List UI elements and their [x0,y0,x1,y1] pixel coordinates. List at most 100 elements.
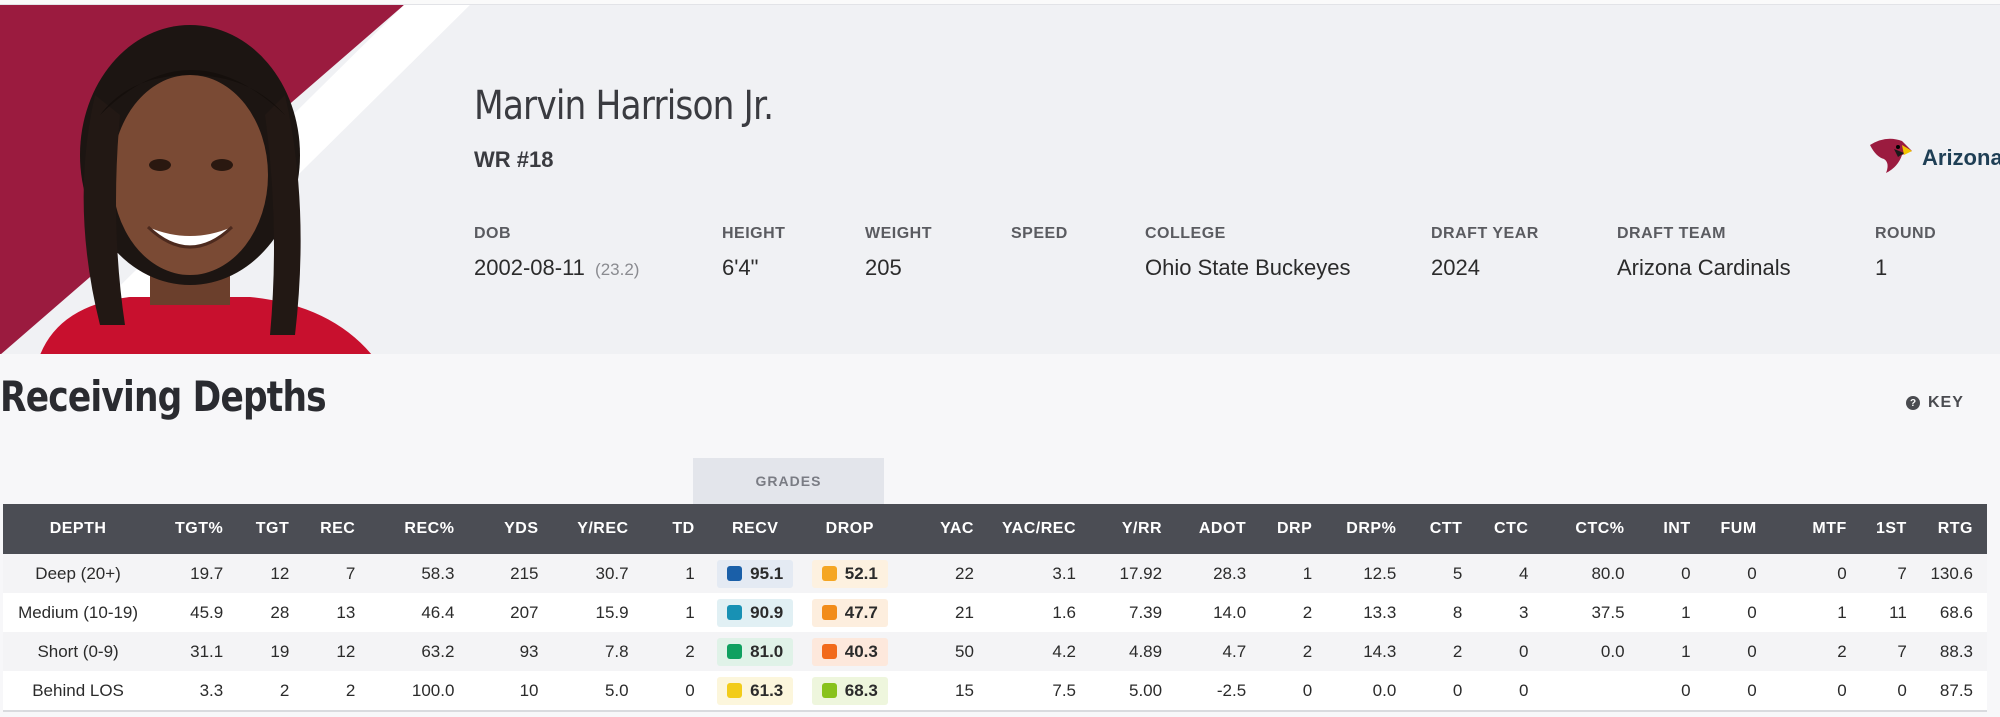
grade-color-swatch [821,644,837,659]
column-header[interactable]: 1ST [1875,520,1907,537]
cell-rec-pct: 46.4 [421,602,455,622]
cell-rec-pct: 100.0 [411,680,455,700]
column-header[interactable]: CTC [1494,520,1529,537]
cell-tgt: 12 [270,563,290,583]
cell-td: 1 [685,602,695,622]
recv-grade-badge: 90.9 [717,598,794,627]
cell-yds: 93 [519,641,539,661]
cell-yac: 15 [955,680,974,700]
cell-y-rr: 7.39 [1129,602,1163,622]
player-name: Marvin Harrison Jr. [474,83,774,129]
cell-int: 1 [1681,641,1691,661]
recv-grade-cell: 61.3 [709,671,802,710]
drop-grade-cell: 68.3 [802,671,898,710]
grade-color-swatch [727,566,743,581]
cell-y-rec: 5.0 [604,680,629,700]
bio-draft-year: DRAFT YEAR 2024 [1431,225,1539,281]
table-row: Deep (20+) 19.7 12 7 58.3 215 30.7 1 95.1 52.1 22 3… [3,554,1987,593]
cell-ctt: 5 [1452,563,1463,583]
column-header[interactable]: YAC [940,520,974,537]
column-header[interactable]: TGT [255,520,290,537]
column-header[interactable]: Y/REC [577,520,629,537]
cell-adot: -2.5 [1216,680,1247,700]
bio-label: WEIGHT [865,225,932,242]
grade-color-swatch [727,605,743,620]
table-bottom-border [3,710,1987,712]
grade-value: 47.7 [844,602,878,622]
cell-drp-pct: 0.0 [1372,680,1397,700]
grade-value: 40.3 [844,641,878,661]
bio-value: 1 [1875,255,1888,280]
bio-value: Arizona Cardinals [1617,255,1791,280]
key-button[interactable]: ? KEY [1906,394,1964,412]
cell-ctc: 3 [1518,602,1529,622]
cell-td: 0 [685,680,695,700]
cell-yac-rec: 4.2 [1052,641,1077,661]
column-header[interactable]: INT [1663,520,1691,537]
column-header[interactable]: ADOT [1198,520,1247,537]
drop-grade-cell: 47.7 [802,593,898,632]
column-header[interactable]: MTF [1812,520,1847,537]
column-header[interactable]: CTT [1429,520,1463,537]
cell-rec-pct: 63.2 [421,641,455,661]
cell-drp: 1 [1302,563,1313,583]
column-header[interactable]: CTC% [1575,520,1625,537]
cell-drp-pct: 13.3 [1363,602,1397,622]
cell-depth: Medium (10-19) [18,602,139,622]
column-header[interactable]: DRP% [1346,520,1397,537]
team-link[interactable]: Arizona [1868,135,2000,180]
bio-round: ROUND 1 [1875,225,1936,281]
cell-y-rr: 17.92 [1119,563,1163,583]
column-header[interactable]: DEPTH [49,520,107,537]
bio-draft-team: DRAFT TEAM Arizona Cardinals [1617,225,1791,281]
column-header[interactable]: TGT% [175,520,224,537]
drop-grade-badge: 40.3 [811,637,888,666]
column-header[interactable]: REC [320,520,356,537]
cell-drp-pct: 12.5 [1363,563,1397,583]
dob-value: 2002-08-11 [474,255,585,280]
receiving-depths-table: DEPTH TGT% TGT REC REC% YDS Y/REC TD RECV DROP YAC… [3,504,1987,710]
column-header[interactable]: RTG [1937,520,1973,537]
bio-value: Ohio State Buckeyes [1145,255,1351,280]
cell-mtf: 0 [1837,680,1847,700]
cell-yac: 21 [955,602,974,622]
cell-first: 7 [1897,641,1907,661]
cell-y-rr: 4.89 [1129,641,1163,661]
column-header[interactable]: REC% [404,520,455,537]
cell-y-rec: 30.7 [595,563,629,583]
column-header[interactable]: Y/RR [1121,520,1163,537]
cell-yac-rec: 7.5 [1052,680,1077,700]
cell-rec: 2 [345,680,356,700]
column-header[interactable]: RECV [731,520,779,537]
cell-tgt-pct: 3.3 [199,680,224,700]
cardinals-logo-icon [1868,135,1914,180]
table-row: Medium (10-19) 45.9 28 13 46.4 207 15.9 1 90.9 47… [3,593,1987,632]
grade-value: 95.1 [750,563,784,583]
cell-fum: 0 [1747,680,1757,700]
recv-grade-cell: 90.9 [709,593,802,632]
cell-mtf: 1 [1837,602,1847,622]
key-label: KEY [1928,394,1964,411]
recv-grade-badge: 61.3 [717,676,794,705]
cell-td: 2 [685,641,695,661]
column-header[interactable]: YDS [504,520,539,537]
column-header[interactable]: DRP [1276,520,1313,537]
bio-label: DRAFT YEAR [1431,225,1539,242]
column-header[interactable]: TD [672,520,695,537]
column-header[interactable]: DROP [825,520,874,537]
team-name: Arizona [1922,144,2000,170]
column-header[interactable]: FUM [1720,520,1757,537]
grade-color-swatch [727,683,743,698]
drop-grade-badge: 47.7 [811,598,888,627]
cell-drp-pct: 14.3 [1363,641,1397,661]
cell-first: 11 [1889,602,1907,622]
bio-height: HEIGHT 6'4" [722,225,785,281]
cell-rtg: 130.6 [1930,563,1973,583]
top-border [0,0,2000,4]
cell-drp: 2 [1302,641,1313,661]
drop-grade-badge: 68.3 [811,676,888,705]
cell-fum: 0 [1747,602,1757,622]
column-header[interactable]: YAC/REC [1001,520,1077,537]
cell-td: 1 [685,563,695,583]
cell-first: 7 [1897,563,1907,583]
